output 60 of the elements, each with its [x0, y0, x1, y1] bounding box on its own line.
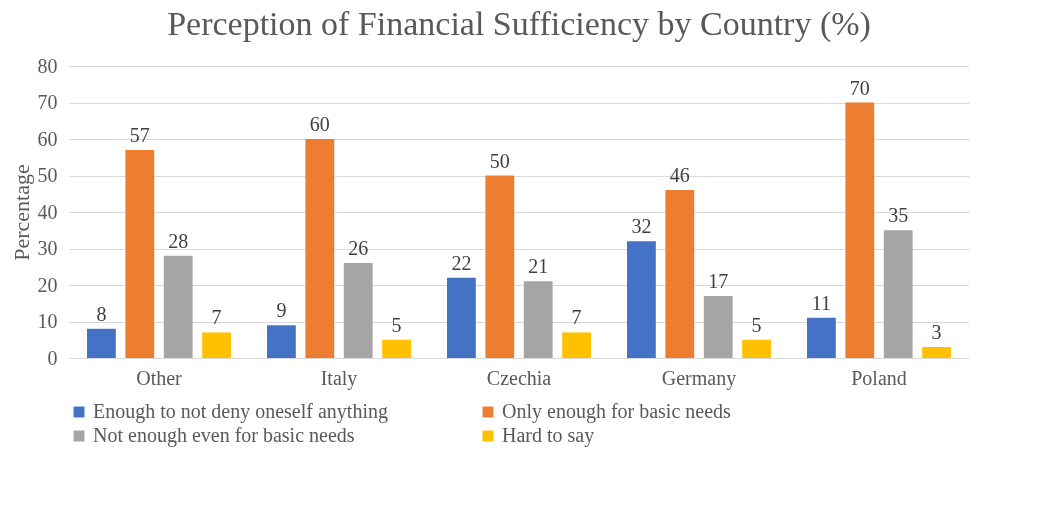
data-label: 26: [348, 237, 369, 260]
bar: [87, 328, 116, 358]
legend-label: Not enough even for basic needs: [93, 424, 355, 447]
bar: [807, 317, 836, 358]
x-tick-label: Germany: [661, 366, 737, 390]
bar: [562, 332, 591, 358]
y-tick-label: 20: [37, 273, 58, 296]
data-label: 60: [309, 113, 330, 135]
y-tick-label: 80: [37, 54, 58, 77]
y-tick-label: 30: [37, 237, 58, 259]
x-tick-label: Italy: [320, 366, 358, 390]
data-label: 7: [211, 306, 222, 329]
bar: [742, 339, 771, 358]
bar: [163, 255, 193, 358]
y-tick-label: 40: [37, 200, 58, 223]
data-label: 11: [811, 291, 832, 314]
legend-label: Enough to not deny oneself anything: [93, 400, 388, 423]
bar: [202, 332, 231, 358]
data-label: 35: [888, 204, 909, 227]
bar: [485, 175, 515, 358]
data-label: 28: [168, 229, 189, 252]
data-label: 21: [528, 255, 549, 278]
data-label: 8: [96, 302, 107, 325]
y-tick-label: 50: [37, 164, 58, 186]
y-tick-label: 60: [37, 127, 58, 150]
data-label: 5: [751, 313, 762, 336]
y-tick-label: 10: [37, 310, 58, 332]
bar: [523, 281, 553, 358]
bar: [922, 347, 951, 358]
bar: [883, 230, 913, 358]
bar: [447, 277, 476, 358]
chart-title: Perception of Financial Sufficiency by Country (%): [167, 5, 871, 43]
data-label: 32: [631, 215, 652, 238]
data-label: 22: [451, 251, 472, 274]
bar: [845, 102, 875, 358]
bar: [305, 139, 335, 358]
data-label: 57: [129, 123, 150, 146]
data-label: 3: [931, 321, 942, 344]
y-axis-title: Percentage: [8, 164, 34, 261]
bar: [267, 325, 296, 358]
x-tick-label: Poland: [851, 366, 907, 389]
bar: [343, 263, 373, 358]
legend-label: Hard to say: [502, 424, 595, 447]
bar: [382, 339, 411, 358]
data-label: 17: [708, 269, 729, 292]
data-label: 7: [571, 306, 582, 329]
bar: [665, 190, 695, 358]
y-tick-label: 0: [47, 346, 58, 369]
data-label: 5: [391, 313, 402, 336]
y-tick-label: 70: [37, 91, 58, 113]
bar: [125, 149, 155, 358]
x-tick-label: Other: [136, 366, 183, 389]
legend-label: Only enough for basic needs: [502, 400, 732, 423]
data-label: 70: [849, 76, 870, 99]
bar: [627, 241, 656, 358]
data-label: 9: [276, 299, 287, 322]
data-label: 50: [489, 149, 510, 172]
bar: [703, 295, 733, 358]
x-tick-label: Czechia: [486, 366, 552, 389]
data-label: 46: [669, 164, 690, 187]
